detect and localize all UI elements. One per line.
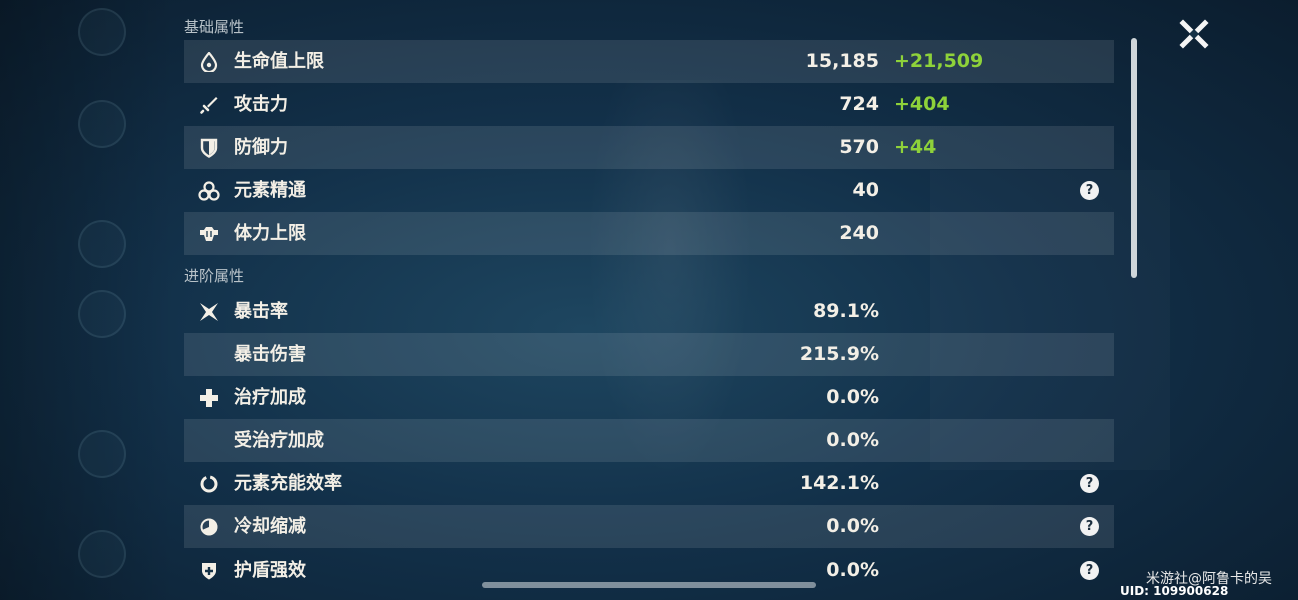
- stat-value: 215.9%: [799, 343, 879, 365]
- stamina-icon: [198, 223, 220, 245]
- stat-bonus: +44: [894, 136, 937, 158]
- help-icon[interactable]: ?: [1080, 517, 1099, 536]
- stat-value: 142.1%: [799, 472, 879, 494]
- stat-row-crit-rate: 暴击率 89.1%: [184, 290, 1114, 333]
- energy-recharge-icon: [198, 473, 220, 495]
- stat-value: 724: [839, 93, 879, 115]
- stat-bonus: +404: [894, 93, 950, 115]
- stat-bonus: +21,509: [894, 50, 984, 72]
- help-icon[interactable]: ?: [1080, 561, 1099, 580]
- horizontal-scrollbar[interactable]: [482, 582, 816, 588]
- uid-label: UID: 109900628: [1120, 584, 1229, 598]
- stat-value: 0.0%: [826, 429, 879, 451]
- crit-star-icon: [198, 301, 220, 323]
- stat-row-shield-strength: 护盾强效 0.0% ?: [184, 549, 1114, 592]
- stat-row-incoming-healing: 受治疗加成 0.0%: [184, 419, 1114, 462]
- background-menu-icon: [78, 100, 126, 148]
- stat-label: 防御力: [234, 137, 288, 158]
- background-menu-icon: [78, 290, 126, 338]
- stat-label: 攻击力: [234, 94, 288, 115]
- stat-value: 89.1%: [813, 300, 879, 322]
- cooldown-icon: [198, 516, 220, 538]
- stat-label: 元素精通: [234, 180, 306, 201]
- stat-value: 15,185: [805, 50, 879, 72]
- stat-row-stamina: 体力上限 240: [184, 212, 1114, 255]
- close-button[interactable]: [1178, 18, 1210, 50]
- stat-label: 生命值上限: [234, 51, 324, 72]
- sword-icon: [198, 94, 220, 116]
- vertical-scrollbar[interactable]: [1131, 38, 1137, 278]
- stat-row-em: 元素精通 40 ?: [184, 169, 1114, 212]
- stat-label: 暴击伤害: [234, 344, 306, 365]
- stat-value: 0.0%: [826, 515, 879, 537]
- stat-value: 0.0%: [826, 386, 879, 408]
- background-grid-icon: [78, 530, 126, 578]
- watermark: 米游社@阿鲁卡的吴: [1146, 571, 1272, 587]
- stat-row-cooldown: 冷却缩减 0.0% ?: [184, 505, 1114, 548]
- background-menu-icon: [78, 220, 126, 268]
- background-character: [580, 80, 760, 500]
- stat-row-hp: 生命值上限 15,185 +21,509: [184, 40, 1114, 83]
- elemental-mastery-icon: [198, 180, 220, 202]
- help-icon[interactable]: ?: [1080, 474, 1099, 493]
- shield-icon: [198, 137, 220, 159]
- stat-value: 240: [839, 222, 879, 244]
- water-drop-icon: [198, 51, 220, 73]
- help-icon[interactable]: ?: [1080, 181, 1099, 200]
- stat-row-energy-recharge: 元素充能效率 142.1% ?: [184, 462, 1114, 505]
- close-icon: [1179, 19, 1209, 49]
- plus-cross-icon: [198, 387, 220, 409]
- stat-row-def: 防御力 570 +44: [184, 126, 1114, 169]
- stat-value: 0.0%: [826, 559, 879, 581]
- stat-label: 受治疗加成: [234, 430, 324, 451]
- background-menu-icon: [78, 8, 126, 56]
- stat-label: 元素充能效率: [234, 473, 342, 494]
- stat-label: 冷却缩减: [234, 516, 306, 537]
- stat-row-atk: 攻击力 724 +404: [184, 83, 1114, 126]
- stat-value: 40: [852, 179, 879, 201]
- stat-label: 暴击率: [234, 301, 288, 322]
- stat-row-healing: 治疗加成 0.0%: [184, 376, 1114, 419]
- shield-strength-icon: [198, 560, 220, 582]
- stat-label: 护盾强效: [234, 560, 306, 581]
- stat-label: 治疗加成: [234, 387, 306, 408]
- background-menu-icon: [78, 430, 126, 478]
- section-title-advanced: 进阶属性: [184, 267, 245, 285]
- stat-value: 570: [839, 136, 879, 158]
- stat-label: 体力上限: [234, 223, 306, 244]
- stat-row-crit-dmg: 暴击伤害 215.9%: [184, 333, 1114, 376]
- section-title-basic: 基础属性: [184, 18, 245, 36]
